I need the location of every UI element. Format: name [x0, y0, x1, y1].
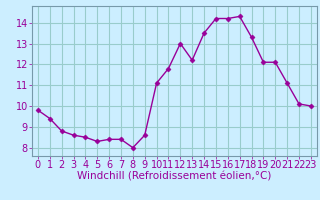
- X-axis label: Windchill (Refroidissement éolien,°C): Windchill (Refroidissement éolien,°C): [77, 172, 272, 182]
